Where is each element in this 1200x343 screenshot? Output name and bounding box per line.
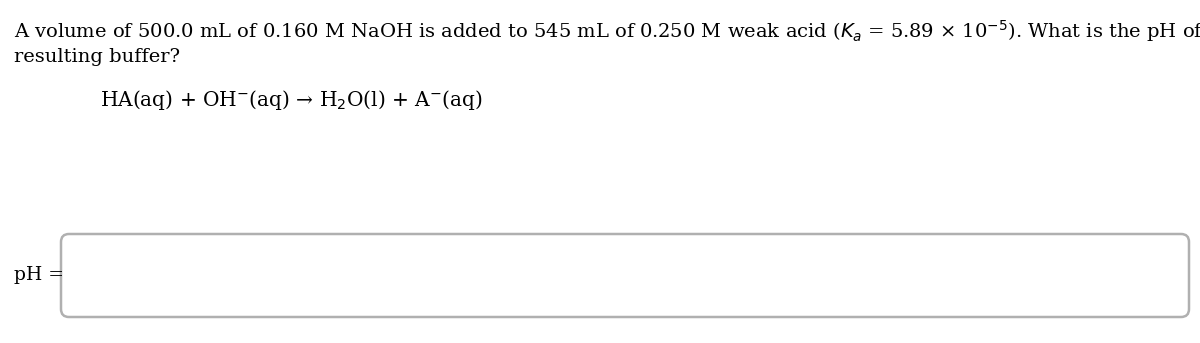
- Text: HA(aq) + OH$^{-}$(aq) → H$_{2}$O(l) + A$^{-}$(aq): HA(aq) + OH$^{-}$(aq) → H$_{2}$O(l) + A$…: [100, 88, 482, 112]
- FancyBboxPatch shape: [61, 234, 1189, 317]
- Text: pH =: pH =: [14, 267, 64, 284]
- Text: A volume of 500.0 mL of 0.160 M NaOH is added to 545 mL of 0.250 M weak acid ($K: A volume of 500.0 mL of 0.160 M NaOH is …: [14, 18, 1200, 44]
- Text: resulting buffer?: resulting buffer?: [14, 48, 180, 66]
